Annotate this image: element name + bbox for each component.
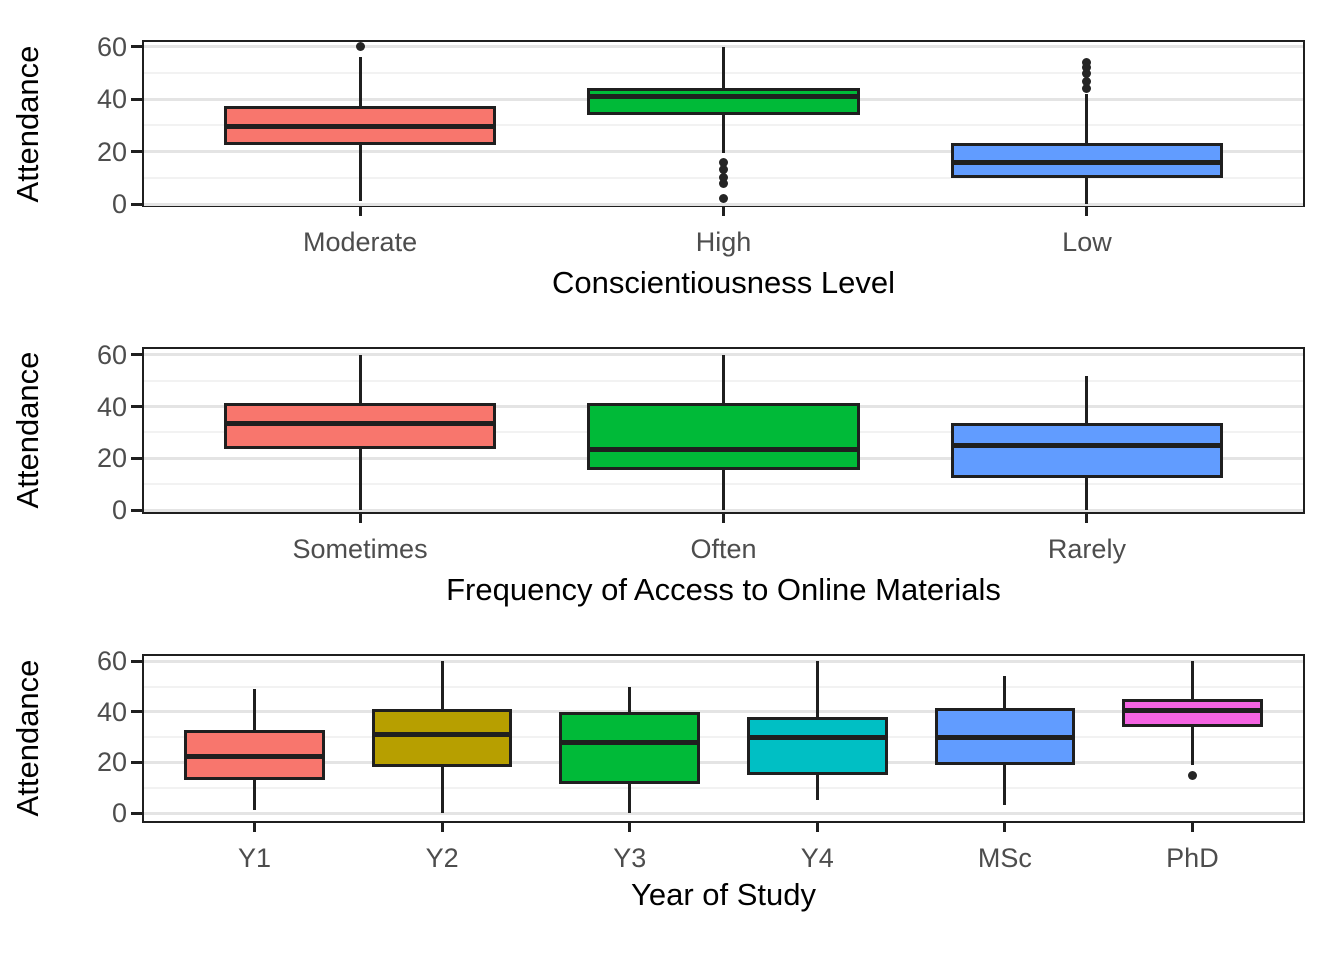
category-label-Moderate: Moderate: [303, 227, 418, 257]
median-Often: [587, 446, 860, 452]
y-tick-label-20: 20: [96, 443, 127, 474]
y-tick-mark-40: [131, 97, 142, 101]
plot-area-conscientiousness: [142, 40, 1305, 207]
x-tick-mark-Rarely: [1085, 514, 1089, 523]
y-tick-label-0: 0: [111, 798, 127, 828]
median-Y1: [184, 753, 325, 759]
y-tick-mark-0: [131, 508, 142, 512]
x-tick-mark-Low: [1085, 207, 1089, 216]
x-tick-mark-MSc: [1003, 823, 1007, 832]
category-label-Often: Often: [690, 534, 757, 564]
category-label-Y2: Y2: [425, 843, 459, 873]
box-Often: [587, 402, 860, 470]
x-tick-mark-PhD: [1190, 823, 1194, 832]
outlier-High-2: [719, 194, 728, 204]
median-High: [587, 94, 860, 100]
box-High: [587, 87, 860, 115]
y-tick-label-20: 20: [96, 136, 127, 167]
outlier-High-16: [719, 157, 728, 167]
gridline-major-0: [144, 811, 1303, 815]
y-tick-label-40: 40: [96, 696, 127, 727]
outlier-High-8: [719, 178, 728, 188]
median-Y2: [371, 732, 513, 738]
y-tick-mark-20: [131, 760, 142, 764]
x-tick-mark-Y4: [815, 823, 819, 832]
gridline-minor-10: [144, 786, 1303, 789]
y-tick-label-40: 40: [96, 84, 127, 115]
x-axis-title: Year of Study: [631, 877, 816, 912]
y-axis-title: Attendance: [10, 351, 45, 509]
median-Moderate: [223, 124, 497, 130]
median-Low: [950, 159, 1224, 165]
median-Sometimes: [223, 420, 497, 426]
y-tick-mark-60: [131, 659, 142, 663]
plot-area-year-of-study: [142, 654, 1305, 823]
box-Rarely: [950, 423, 1224, 478]
median-Rarely: [950, 442, 1224, 448]
x-tick-mark-Often: [722, 514, 725, 523]
category-label-Rarely: Rarely: [1047, 534, 1126, 564]
gridline-minor-50: [144, 685, 1303, 688]
outlier-Low-47: [1082, 76, 1092, 86]
y-tick-mark-0: [131, 202, 142, 206]
x-tick-mark-Y1: [253, 823, 257, 832]
outlier-Moderate-60: [355, 42, 365, 52]
outlier-Low-44: [1082, 84, 1092, 94]
category-label-High: High: [695, 227, 752, 257]
x-tick-mark-Y2: [440, 823, 444, 832]
y-tick-mark-20: [131, 150, 142, 154]
y-tick-label-0: 0: [111, 495, 127, 525]
box-Y2: [371, 709, 513, 768]
x-tick-mark-High: [722, 207, 725, 216]
y-tick-mark-40: [131, 405, 142, 409]
outlier-Low-54: [1082, 58, 1092, 68]
y-tick-label-60: 60: [96, 646, 127, 677]
gridline-minor-30: [144, 736, 1303, 739]
category-label-Y3: Y3: [613, 843, 647, 873]
gridline-major-20: [144, 760, 1303, 764]
box-Sometimes: [223, 402, 497, 450]
y-tick-label-60: 60: [96, 339, 127, 370]
outlier-High-10: [719, 173, 728, 183]
y-tick-mark-60: [131, 353, 142, 357]
outlier-PhD-15: [1187, 770, 1197, 780]
median-MSc: [934, 734, 1076, 740]
gridline-major-0: [144, 202, 1303, 206]
category-label-MSc: MSc: [977, 843, 1032, 873]
box-Y4: [746, 716, 888, 776]
y-tick-label-40: 40: [96, 391, 127, 422]
y-axis-title: Attendance: [10, 659, 45, 817]
y-tick-mark-60: [131, 45, 142, 49]
y-tick-label-20: 20: [96, 747, 127, 778]
outlier-Low-52: [1082, 63, 1092, 73]
x-axis-title: Frequency of Access to Online Materials: [446, 572, 1001, 607]
outlier-High-13: [719, 165, 728, 175]
category-label-Y4: Y4: [800, 843, 834, 873]
median-Y4: [746, 734, 888, 740]
plot-area-online-materials: [142, 347, 1305, 514]
y-tick-mark-40: [131, 710, 142, 714]
x-tick-mark-Moderate: [358, 207, 362, 216]
y-tick-label-0: 0: [111, 189, 127, 219]
gridline-major-0: [144, 508, 1303, 512]
gridline-major-60: [144, 659, 1303, 663]
category-label-Sometimes: Sometimes: [292, 534, 428, 564]
x-tick-mark-Y3: [628, 823, 632, 832]
category-label-PhD: PhD: [1166, 843, 1219, 873]
category-label-Y1: Y1: [238, 843, 272, 873]
x-tick-mark-Sometimes: [358, 514, 362, 523]
x-axis-title: Conscientiousness Level: [552, 265, 895, 300]
box-PhD: [1122, 699, 1263, 728]
median-Y3: [559, 739, 701, 745]
outlier-Low-50: [1082, 68, 1092, 78]
y-tick-label-60: 60: [96, 31, 127, 62]
category-label-Low: Low: [1062, 227, 1112, 257]
gridline-major-40: [144, 710, 1303, 714]
median-PhD: [1122, 708, 1263, 714]
y-tick-mark-20: [131, 456, 142, 460]
y-tick-mark-0: [131, 811, 142, 815]
box-Y3: [559, 711, 701, 784]
